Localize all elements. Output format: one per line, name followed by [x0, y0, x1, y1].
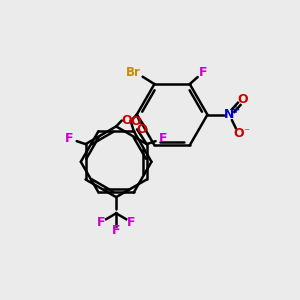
- Text: F: F: [127, 216, 136, 229]
- Text: F: F: [112, 224, 120, 238]
- Text: +: +: [232, 105, 240, 115]
- Text: O: O: [237, 93, 248, 106]
- Text: ⁻: ⁻: [244, 127, 250, 137]
- Text: N: N: [224, 108, 235, 121]
- Text: F: F: [97, 216, 105, 229]
- Text: F: F: [199, 66, 207, 79]
- Text: O: O: [130, 115, 141, 128]
- Text: Br: Br: [126, 66, 141, 79]
- Text: F: F: [159, 132, 167, 145]
- Text: O: O: [121, 114, 132, 127]
- Text: O: O: [136, 123, 147, 136]
- Text: O: O: [233, 127, 244, 140]
- Text: F: F: [65, 132, 74, 145]
